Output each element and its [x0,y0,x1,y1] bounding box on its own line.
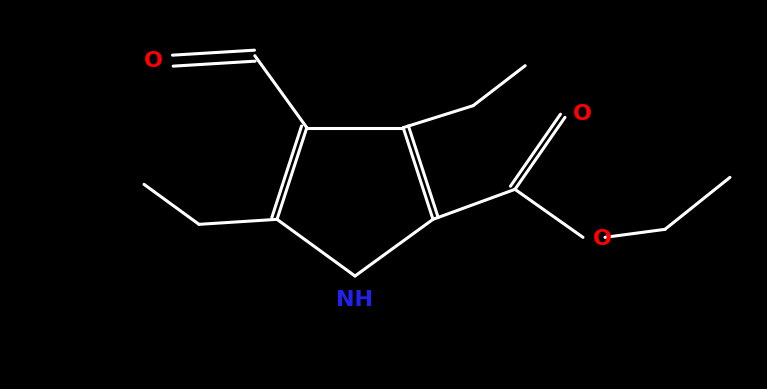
Text: O: O [573,104,592,124]
Text: NH: NH [337,290,374,310]
Text: O: O [143,51,163,71]
Text: O: O [593,230,612,249]
